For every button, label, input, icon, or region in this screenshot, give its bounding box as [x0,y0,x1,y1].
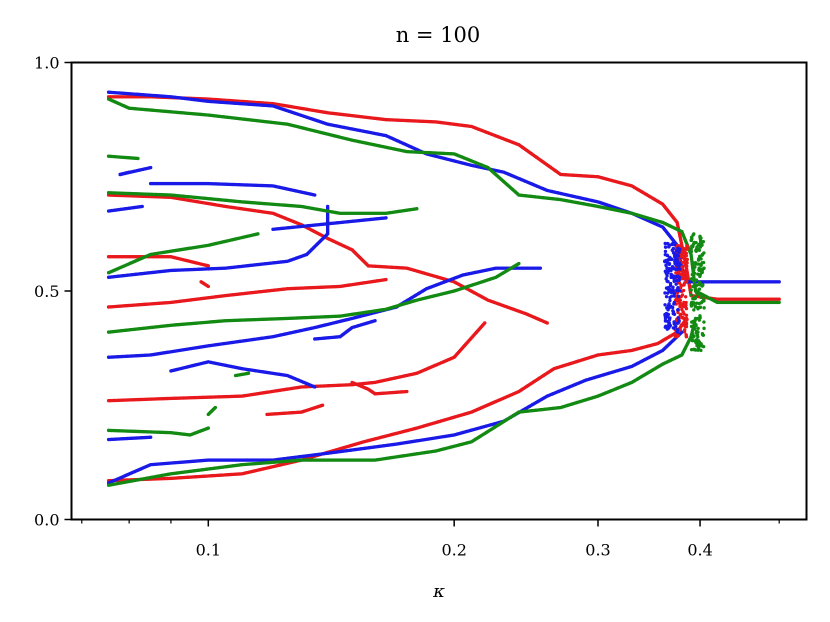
data-point [313,385,317,389]
series-curve [106,204,144,213]
data-point [325,204,330,209]
data-point [148,435,153,439]
data-point [545,321,549,325]
data-point [517,261,521,266]
data-point [384,277,388,282]
series-curve [118,170,131,177]
series-curve [265,403,325,417]
series-curve [106,266,543,359]
series-curve [106,330,684,485]
series-curve [106,435,153,442]
series-curve [106,321,487,403]
data-point [373,319,377,323]
data-point [777,280,781,284]
series-curve [350,380,409,396]
series-curve [106,154,140,161]
data-point [777,300,781,305]
data-point [405,389,409,394]
data-point [136,156,140,161]
data-point [538,266,543,270]
data-point [384,216,388,220]
series-curve [106,261,521,334]
series-curve [106,277,388,309]
data-point [313,193,317,197]
data-point [206,264,210,268]
data-marks [106,90,781,487]
series-curve [313,319,377,341]
data-point [118,172,122,177]
data-point [199,280,203,284]
series-curve [106,426,210,437]
data-point [256,232,260,236]
data-point [415,207,419,211]
data-point [140,204,144,209]
data-point [320,403,325,407]
data-point [483,321,487,325]
data-point [777,297,781,301]
series-curve [199,280,210,289]
data-point [148,165,153,170]
